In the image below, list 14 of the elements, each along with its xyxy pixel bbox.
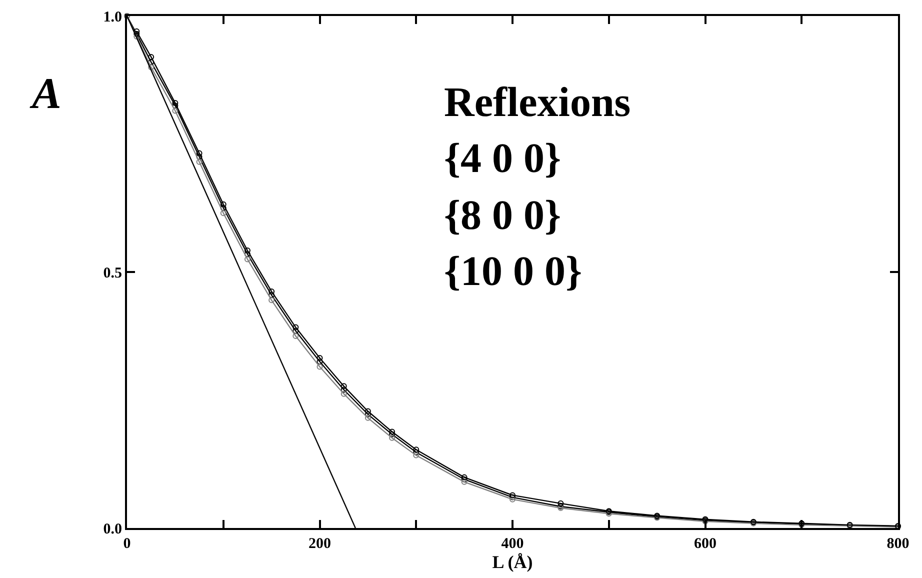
x-axis-title: L (Å) bbox=[492, 552, 533, 572]
y-tick-label: 0.5 bbox=[103, 265, 122, 282]
annotation: {8 0 0} bbox=[444, 193, 562, 239]
annotation: {4 0 0} bbox=[444, 136, 562, 182]
y-axis-title: A bbox=[29, 69, 62, 118]
y-tick-label: 1.0 bbox=[103, 9, 122, 26]
x-tick-label: 600 bbox=[694, 536, 716, 552]
y-tick-label: 0.0 bbox=[103, 521, 122, 538]
x-tick-label: 0 bbox=[123, 536, 131, 552]
x-tick-label: 200 bbox=[308, 536, 331, 552]
x-tick-label: 800 bbox=[886, 536, 910, 552]
annotation: {10 0 0} bbox=[444, 249, 582, 295]
annotation: Reflexions bbox=[444, 80, 631, 126]
x-tick-label: 400 bbox=[501, 536, 524, 552]
